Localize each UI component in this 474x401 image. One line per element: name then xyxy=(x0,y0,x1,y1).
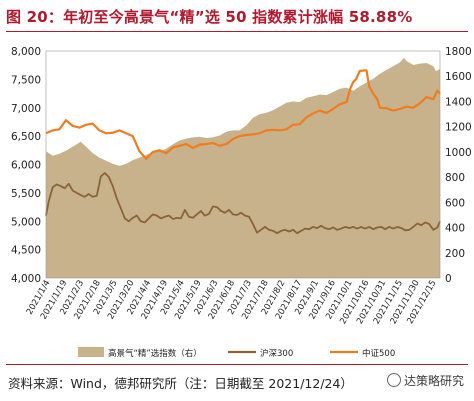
legend-label: 沪深300 xyxy=(260,348,293,359)
plot-frame xyxy=(45,50,441,279)
left-tick-label: 4,000 xyxy=(11,273,41,285)
wechat-icon xyxy=(386,373,401,387)
right-tick-label: 0 xyxy=(445,273,452,285)
source-note: 资料来源：Wind，德邦研究所（注：日期截至 2021/12/24） xyxy=(8,376,353,391)
series-line-hs300 xyxy=(45,172,441,235)
right-tick-label: 1000 xyxy=(445,147,472,159)
left-tick-label: 5,500 xyxy=(11,188,41,200)
left-tick-label: 7,000 xyxy=(11,103,41,115)
left-tick-label: 6,500 xyxy=(11,131,41,143)
right-tick-label: 1800 xyxy=(445,46,472,58)
left-tick-label: 7,500 xyxy=(11,74,41,86)
right-tick-label: 1600 xyxy=(445,71,472,83)
left-tick-label: 4,500 xyxy=(11,245,41,257)
legend: 高景气“精”选指数（右） 沪深300 中证500 xyxy=(78,347,395,359)
left-axis: 4,000 4,500 5,000 5,500 6,000 6,500 7,000 7,500… xyxy=(11,46,41,285)
series-line-zz500 xyxy=(45,69,441,160)
watermark: 达策略研究 xyxy=(386,372,464,389)
right-tick-label: 400 xyxy=(445,223,465,235)
x-axis: 2021/1/42021/1/192021/2/32021/2/182021/3… xyxy=(25,279,439,326)
left-tick-label: 5,000 xyxy=(11,216,41,228)
right-tick-label: 600 xyxy=(445,197,465,209)
legend-label: 高景气“精”选指数（右） xyxy=(108,348,202,359)
right-tick-label: 800 xyxy=(445,172,465,184)
plot-area xyxy=(45,50,441,279)
right-axis: 0 200 400 600 800 1000 1200 1400 1600 1800 xyxy=(445,46,472,285)
figure-title: 图 20：年初至今高景气“精”选 50 指数累计涨幅 58.88% xyxy=(6,8,413,26)
legend-label: 中证500 xyxy=(362,348,395,359)
right-tick-label: 1400 xyxy=(445,96,472,108)
right-tick-label: 1200 xyxy=(445,122,472,134)
chart: 4,000 4,500 5,000 5,500 6,000 6,500 7,000 7,500… xyxy=(11,46,472,359)
legend-swatch-area xyxy=(78,347,104,357)
series-area-jingqi xyxy=(46,57,440,279)
left-tick-label: 6,000 xyxy=(11,160,41,172)
footer-rule xyxy=(6,364,468,365)
watermark-label: 达策略研究 xyxy=(403,374,464,388)
title-rule xyxy=(6,31,468,32)
left-tick-label: 8,000 xyxy=(11,46,41,58)
right-tick-label: 200 xyxy=(445,248,465,260)
